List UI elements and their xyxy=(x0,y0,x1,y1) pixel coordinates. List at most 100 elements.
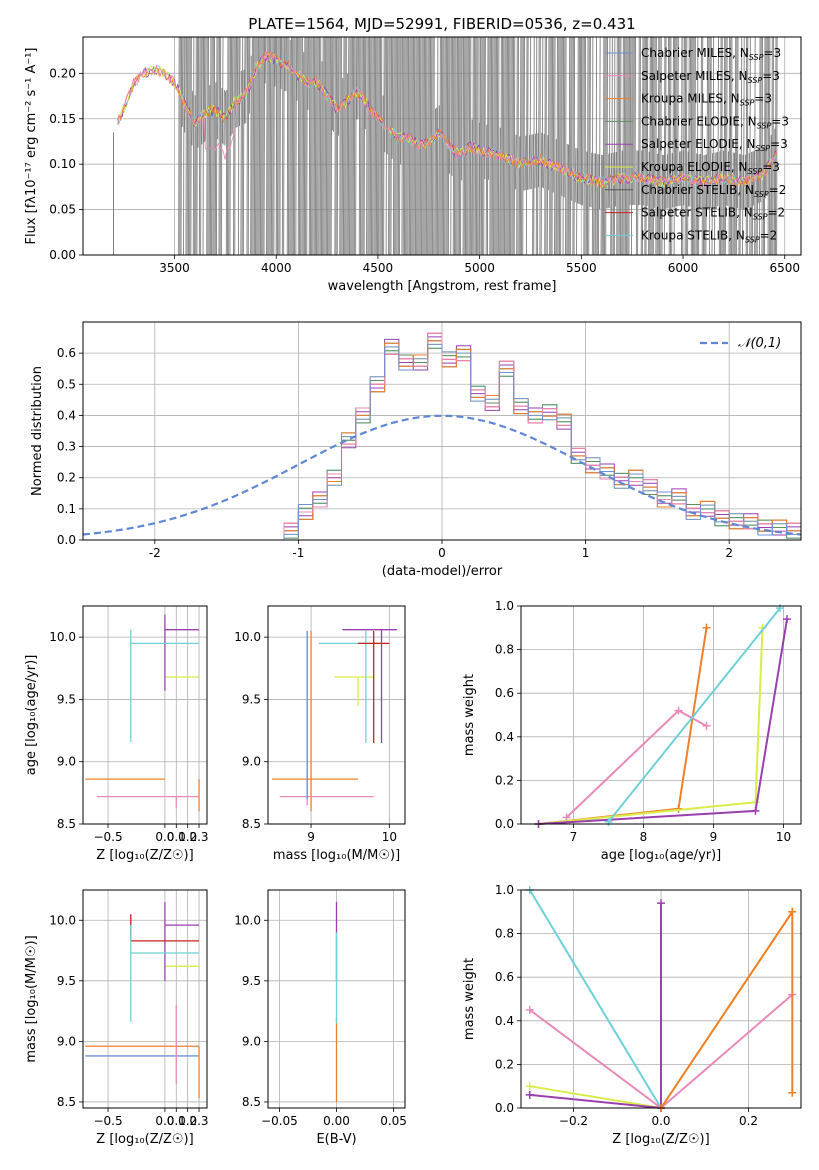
plots: 3500 4000 4500 5000 5500 6000 65000.000.050.10… xyxy=(24,36,802,1147)
y-axis-label: age [log₁₀(age/yr)] xyxy=(24,655,39,776)
model-salpeter-miles xyxy=(117,50,777,188)
panel-weight_vs_Z: −0.2 0.0 0.2 0.0 0.2 0.4 0.6 0.8 1.0 Z [log₁₀(Z/Z… xyxy=(462,883,802,1147)
x-tick-label: −0.5 xyxy=(93,830,122,844)
model-kroupa-miles xyxy=(117,50,777,189)
axes-frame xyxy=(267,605,406,825)
x-tick-label: 0.1 xyxy=(167,830,186,844)
axes-frame xyxy=(520,889,802,1109)
x-tick-label: 1 xyxy=(582,546,590,560)
y-axis-label: mass [log₁₀(M/M☉)] xyxy=(24,935,39,1062)
y-tick-label: 0.00 xyxy=(49,248,76,262)
panel-mass_vs_EBV: −0.05 0.00 0.05 8.5 9.0 9.5 10.0 E(B-V) xyxy=(234,889,407,1147)
x-tick-label: -2 xyxy=(149,546,161,560)
x-tick-label: 0.3 xyxy=(189,830,208,844)
x-tick-label: 5000 xyxy=(464,261,495,275)
axes-frame xyxy=(82,605,208,825)
y-tick-label: 10.0 xyxy=(234,630,261,644)
hist-kroupa-stelib xyxy=(283,347,801,540)
x-tick-label: 9 xyxy=(710,830,718,844)
x-tick-label: 5500 xyxy=(566,261,597,275)
legend: Chabrier MILES, NSSP=3 Salpeter MILES, NS… xyxy=(605,46,789,244)
y-tick-label: 9.0 xyxy=(242,755,261,769)
legend-label: Chabrier STELIB, NSSP=2 xyxy=(641,183,786,199)
series-kroupa-miles xyxy=(534,623,711,828)
cross-salpeter-miles xyxy=(96,795,200,808)
y-tick-label: 1.0 xyxy=(495,599,514,613)
x-tick-label: 0.0 xyxy=(651,1114,670,1128)
x-tick-label: −0.2 xyxy=(559,1114,588,1128)
y-tick-label: 0.6 xyxy=(495,970,514,984)
plot-area xyxy=(534,604,791,828)
y-axis-label: Normed distribution xyxy=(30,366,45,496)
series-point xyxy=(657,899,665,908)
hist-chabrier-elodie xyxy=(283,347,801,540)
x-tick-label: 6000 xyxy=(668,261,699,275)
x-tick-label: 0.2 xyxy=(178,1114,197,1128)
y-tick-label: 9.0 xyxy=(57,755,76,769)
cross-salpeter-elodie xyxy=(342,629,398,744)
axes-frame xyxy=(82,321,802,541)
y-tick-label: 10.0 xyxy=(49,630,76,644)
y-tick-label: 9.5 xyxy=(242,692,261,706)
series-point xyxy=(783,615,791,624)
y-tick-label: 0.6 xyxy=(495,686,514,700)
x-axis-label: age [log₁₀(age/yr)] xyxy=(601,848,722,863)
series-point xyxy=(525,1090,534,1099)
series-point xyxy=(525,1005,534,1014)
x-axis-label: E(B-V) xyxy=(316,1132,356,1147)
y-tick-label: 0.1 xyxy=(57,502,76,516)
legend-label: Salpeter MILES, NSSP=3 xyxy=(641,69,780,85)
y-tick-label: 0.8 xyxy=(495,643,514,657)
y-tick-label: 0.2 xyxy=(57,471,76,485)
x-tick-label: −0.05 xyxy=(261,1114,298,1128)
plot-area xyxy=(271,629,398,812)
hist-chabrier-stelib xyxy=(283,340,801,540)
y-tick-label: 0.05 xyxy=(49,203,76,217)
x-tick-label: 7 xyxy=(570,830,578,844)
y-tick-label: 8.5 xyxy=(57,817,76,831)
panel-weight_vs_age: 7 8 9 10 0.0 0.2 0.4 0.6 0.8 1.0 age [log₁₀(age/yr… xyxy=(462,599,802,863)
y-tick-label: 0.10 xyxy=(49,157,76,171)
x-tick-label: 0.2 xyxy=(178,830,197,844)
cross-kroupa-miles xyxy=(271,630,359,812)
legend-label: Kroupa MILES, NSSP=3 xyxy=(641,92,772,108)
cross-salpeter-elodie xyxy=(164,614,200,691)
series-point xyxy=(702,721,711,730)
series-line xyxy=(607,607,781,823)
series-line xyxy=(528,889,662,1109)
cross-kroupa-miles xyxy=(85,778,200,812)
y-tick-label: 0.0 xyxy=(495,817,514,831)
cross-kroupa-stelib xyxy=(318,630,382,744)
y-tick-label: 10.0 xyxy=(234,913,261,927)
x-axis-label: Z [log₁₀(Z/Z☉)] xyxy=(96,1132,193,1147)
y-tick-label: 0.6 xyxy=(57,346,76,360)
plot-area xyxy=(113,37,778,255)
y-tick-label: 8.5 xyxy=(57,1095,76,1109)
series-point xyxy=(674,706,683,715)
x-tick-label: 0.0 xyxy=(155,1114,174,1128)
y-tick-label: 0.8 xyxy=(495,927,514,941)
series-point xyxy=(702,623,711,632)
x-tick-label: 0.1 xyxy=(167,1114,186,1128)
axes-frame xyxy=(267,889,406,1109)
series-point xyxy=(788,907,797,916)
series-point xyxy=(562,813,571,822)
x-axis-label: wavelength [Angstrom, rest frame] xyxy=(328,279,557,294)
x-tick-label: 2 xyxy=(725,546,733,560)
legend-label: Salpeter ELODIE, NSSP=3 xyxy=(641,137,788,153)
data-spectrum xyxy=(178,37,778,255)
x-tick-label: −0.5 xyxy=(93,1114,122,1128)
cross-kroupa-stelib xyxy=(130,925,200,1023)
hist-kroupa-miles xyxy=(283,340,801,540)
normal-curve xyxy=(83,414,801,536)
x-tick-label: 0.05 xyxy=(380,1114,407,1128)
panel-residuals: -2 -1 0 1 2 0.0 0.1 0.2 0.3 0.4 0.5 0.6 (data-model)… xyxy=(30,321,802,579)
y-tick-label: 0.4 xyxy=(495,1014,514,1028)
x-axis-label: Z [log₁₀(Z/Z☉)] xyxy=(612,1132,709,1147)
y-tick-label: 8.5 xyxy=(242,817,261,831)
series-salpeter-elodie xyxy=(534,615,791,828)
legend-label: Kroupa ELODIE, NSSP=3 xyxy=(641,160,780,176)
y-axis-label: Flux [fλ10⁻¹⁷ erg cm⁻² s⁻¹ A⁻¹] xyxy=(24,48,39,245)
plot-area xyxy=(85,902,200,1099)
